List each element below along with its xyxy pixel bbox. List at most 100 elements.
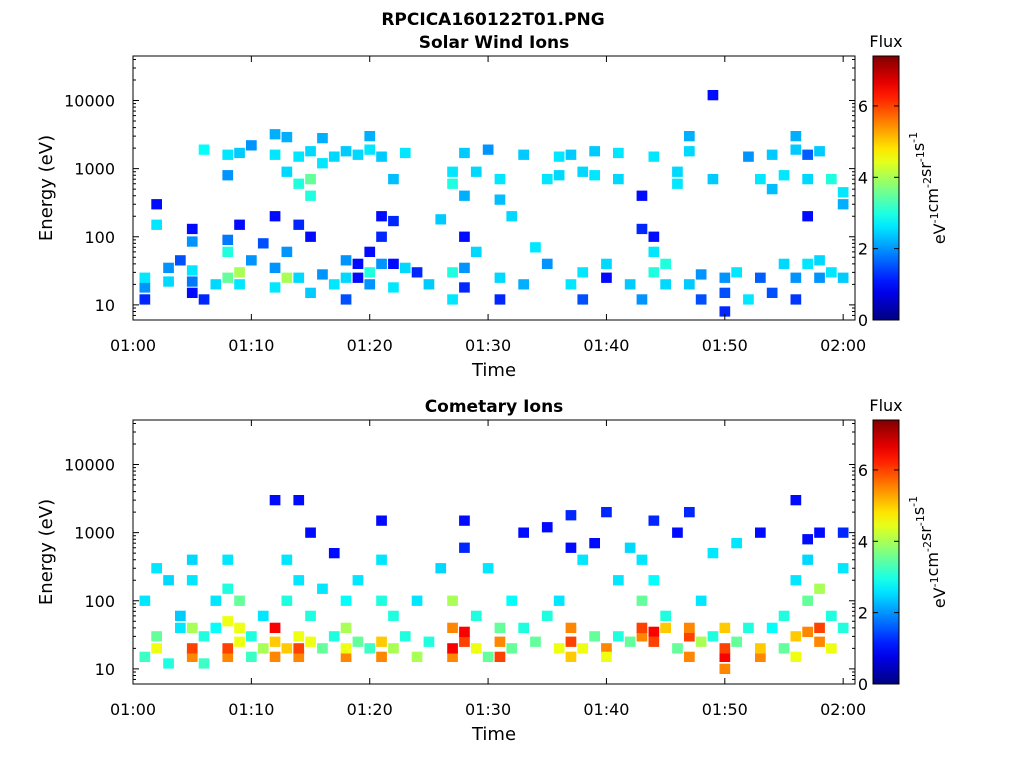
heatmap-cell	[648, 626, 660, 637]
heatmap-cell	[636, 595, 648, 606]
heatmap-cell	[364, 279, 376, 290]
heatmap-cell	[684, 146, 695, 157]
heatmap-cell	[364, 643, 376, 654]
heatmap-cell	[340, 622, 352, 633]
heatmap-cell	[577, 294, 589, 305]
heatmap-cell	[601, 258, 612, 269]
heatmap-cell	[269, 651, 281, 662]
heatmap-cell	[494, 651, 506, 662]
heatmap-cell	[814, 636, 825, 647]
heatmap-cell	[269, 149, 281, 160]
heatmap-cell	[648, 151, 660, 162]
heatmap-cell	[305, 190, 316, 201]
heatmap-cell	[376, 651, 387, 662]
heatmap-cell	[222, 616, 234, 627]
heatmap-cell	[234, 636, 245, 647]
heatmap-cell	[470, 610, 482, 621]
heatmap-cell	[826, 267, 837, 278]
heatmap-cell	[305, 146, 316, 157]
heatmap-cell	[530, 242, 541, 253]
heatmap-cell	[447, 294, 458, 305]
heatmap-cell	[459, 282, 470, 293]
heatmap-cell	[802, 211, 813, 222]
panel-2: Cometary Ions 10 100 1000 10000 01:00 01:10 01:…	[36, 396, 949, 745]
heatmap-cell	[731, 267, 742, 278]
heatmap-cell	[376, 231, 387, 242]
heatmap-cell	[731, 538, 742, 549]
heatmap-cell	[755, 651, 766, 662]
heatmap-cell	[305, 231, 316, 242]
heatmap-cell	[695, 636, 707, 647]
heatmap-cell	[175, 622, 186, 633]
heatmap-cell	[269, 129, 281, 140]
heatmap-cell	[660, 622, 671, 633]
heatmap-cell	[802, 554, 813, 565]
heatmap-cell	[790, 575, 802, 586]
heatmap-cell	[305, 636, 316, 647]
heatmap-cell	[352, 636, 364, 647]
heatmap-cell	[565, 542, 577, 553]
heatmap-cell	[636, 631, 648, 642]
heatmap-cell	[518, 149, 529, 160]
heatmap-cell	[684, 631, 695, 642]
heatmap-cell	[577, 643, 589, 654]
heatmap-cell	[790, 495, 802, 506]
heatmap-cell	[222, 272, 234, 283]
heatmap-cell	[388, 610, 399, 621]
heatmap-cell	[234, 219, 245, 230]
heatmap-cell	[186, 265, 198, 276]
heatmap-cell	[601, 651, 612, 662]
heatmap-cell	[281, 166, 293, 177]
heatmap-cell	[837, 622, 849, 633]
heatmap-cell	[257, 643, 269, 654]
heatmap-cell	[802, 534, 813, 545]
heatmap-cell	[636, 554, 648, 565]
heatmap-cell	[163, 658, 174, 669]
panel-1: Solar Wind Ions 10 100 1000 10000 01:00 01:10 0…	[36, 32, 949, 381]
heatmap-cell	[198, 658, 210, 669]
colorbar-tick-label: 0	[858, 675, 868, 694]
heatmap-cell	[494, 294, 506, 305]
heatmap-cell	[684, 131, 695, 142]
heatmap-cell	[340, 272, 352, 283]
heatmap-cell	[766, 622, 778, 633]
heatmap-cell	[388, 282, 399, 293]
heatmap-cell	[186, 236, 198, 247]
panel-2-colorbar: Flux 0 2 4 6 eV-1cm-2sr-1s-1	[858, 396, 949, 694]
heatmap-cell	[506, 211, 518, 222]
heatmap-cell	[814, 527, 825, 538]
heatmap-cell	[222, 234, 234, 245]
heatmap-cell	[790, 631, 802, 642]
colorbar-gradient	[872, 55, 900, 321]
heatmap-cell	[814, 255, 825, 266]
heatmap-cell	[269, 211, 281, 222]
heatmap-cell	[139, 272, 151, 283]
heatmap-cell	[530, 636, 541, 647]
heatmap-cell	[376, 595, 387, 606]
y-tick-label: 10000	[64, 456, 115, 475]
heatmap-cell	[695, 269, 707, 280]
heatmap-cell	[684, 279, 695, 290]
heatmap-cell	[210, 622, 222, 633]
heatmap-cell	[755, 643, 766, 654]
heatmap-cell	[470, 246, 482, 257]
y-tick-label: 10000	[64, 92, 115, 111]
y-tick-label: 10	[95, 660, 115, 679]
heatmap-cell	[222, 651, 234, 662]
heatmap-cell	[257, 238, 269, 249]
colorbar-title: Flux	[869, 32, 902, 51]
heatmap-cell	[802, 595, 813, 606]
heatmap-cell	[447, 595, 458, 606]
heatmap-cell	[281, 554, 293, 565]
heatmap-cell	[210, 279, 222, 290]
heatmap-cell	[328, 279, 340, 290]
heatmap-cell	[672, 166, 683, 177]
colorbar-tick-label: 6	[858, 461, 868, 480]
heatmap-cell	[328, 151, 340, 162]
heatmap-cell	[257, 610, 269, 621]
heatmap-cell	[494, 636, 506, 647]
panel-2-x-axis-label: Time	[471, 724, 516, 745]
heatmap-cell	[340, 146, 352, 157]
heatmap-cell	[151, 219, 162, 230]
